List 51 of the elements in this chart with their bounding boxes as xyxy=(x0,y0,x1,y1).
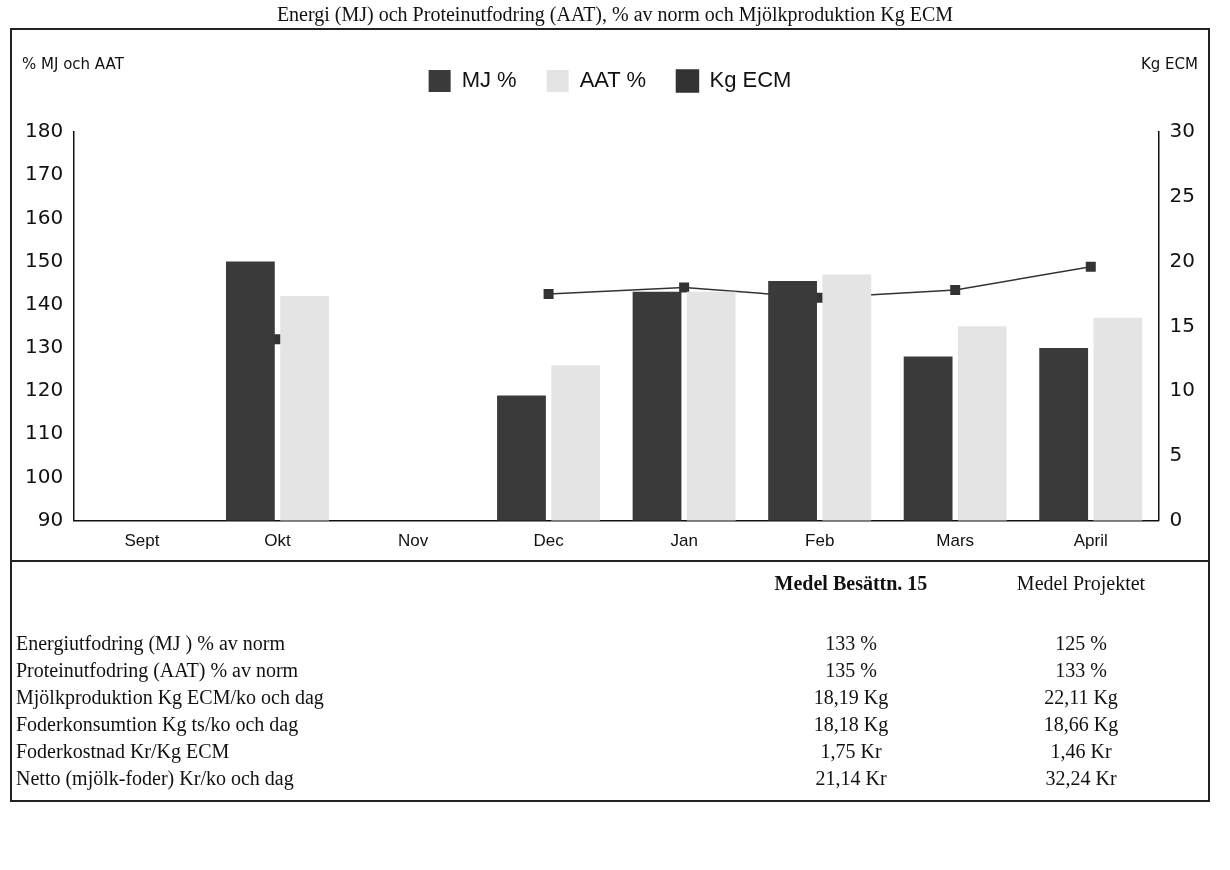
text: 18,18 Kg xyxy=(812,712,890,738)
text: 1,46 Kr xyxy=(1049,739,1113,764)
legend-label: Kg ECM xyxy=(709,67,792,93)
text: Energiutfodring (MJ ) % av norm xyxy=(15,631,287,657)
text: 125 % xyxy=(1054,631,1108,656)
x-tick-label: Nov xyxy=(397,531,429,551)
y-tick-label: 120 xyxy=(24,377,64,402)
x-tick-label: Feb xyxy=(805,531,835,551)
y-tick-label: 170 xyxy=(24,161,64,186)
text: 22,11 Kg xyxy=(1043,685,1119,711)
text: Foderkostnad Kr/Kg ECM xyxy=(15,739,231,765)
x-tick-label: Dec xyxy=(533,531,565,551)
y-tick-label: 180 xyxy=(24,118,64,143)
text: 32,24 Kr xyxy=(1044,766,1118,791)
y2-tick-label: 10 xyxy=(1169,377,1195,402)
y2-tick-label: 5 xyxy=(1169,442,1183,467)
y-tick-label: 90 xyxy=(37,506,64,531)
text: Mjölkproduktion Kg ECM/ko och dag xyxy=(15,685,325,711)
text: 21,14 Kr xyxy=(814,766,888,791)
legend-label: MJ % xyxy=(461,67,517,93)
text: 18,66 Kg xyxy=(1042,712,1120,738)
y2-axis-title: Kg ECM xyxy=(1140,54,1198,73)
y2-tick-label: 25 xyxy=(1169,182,1195,207)
y-axis-title: % MJ och AAT xyxy=(22,54,125,73)
y2-tick-label: 20 xyxy=(1169,247,1195,272)
x-tick-label: Mars xyxy=(936,531,975,551)
text: Foderkonsumtion Kg ts/ko och dag xyxy=(15,712,300,738)
text: Netto (mjölk-foder) Kr/ko och dag xyxy=(15,766,295,792)
text: Medel Projektet xyxy=(1015,571,1147,597)
text: 133 % xyxy=(824,631,878,656)
y2-tick-label: 15 xyxy=(1169,312,1195,337)
x-tick-label: April xyxy=(1073,531,1108,551)
text: Medel Besättn. 15 xyxy=(773,571,929,596)
text: 1,75 Kr xyxy=(819,739,883,764)
text: 18,19 Kg xyxy=(812,685,890,711)
text: 133 % xyxy=(1054,658,1108,683)
text: 135 % xyxy=(824,658,878,683)
chart-title: Energi (MJ) och Proteinutfodring (AAT), % av norm och Mjölkproduktion Kg ECM xyxy=(275,2,955,28)
y-tick-label: 140 xyxy=(24,290,64,315)
x-tick-label: Sept xyxy=(124,531,160,551)
y-tick-label: 130 xyxy=(24,334,64,359)
y-tick-label: 150 xyxy=(24,247,64,272)
text: Proteinutfodring (AAT) % av norm xyxy=(15,658,300,684)
y-tick-label: 110 xyxy=(24,420,64,445)
x-tick-label: Okt xyxy=(264,531,291,551)
y2-tick-label: 0 xyxy=(1169,506,1183,531)
y-tick-label: 160 xyxy=(24,204,64,229)
legend-label: AAT % xyxy=(579,67,647,93)
x-tick-label: Jan xyxy=(670,531,698,551)
y2-tick-label: 30 xyxy=(1169,118,1195,143)
y-tick-label: 100 xyxy=(24,463,64,488)
